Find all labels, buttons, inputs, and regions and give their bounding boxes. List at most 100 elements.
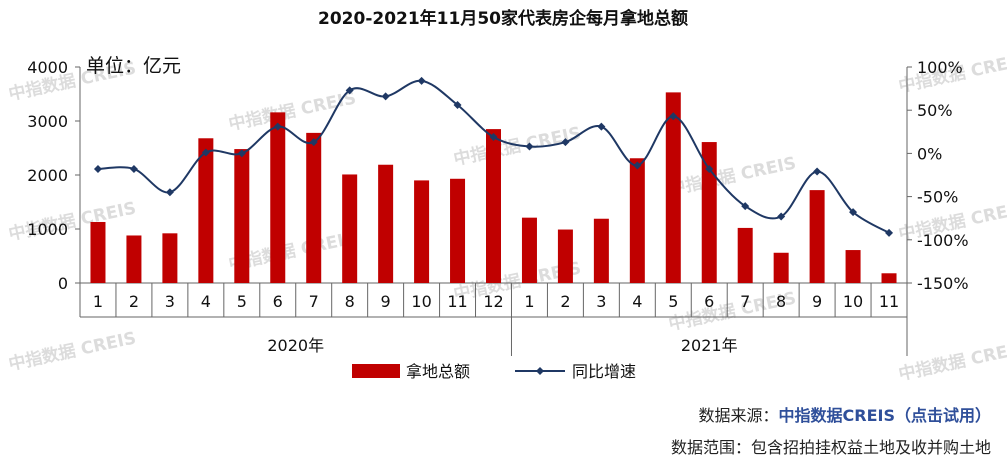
watermark-text: 中指数据 CREIS (897, 337, 1007, 385)
right-tick-label: -50% (917, 188, 958, 207)
category-label: 8 (776, 292, 786, 311)
watermark-text: 中指数据 CREIS (227, 87, 358, 135)
category-label: 1 (524, 292, 534, 311)
left-tick-label: 0 (58, 274, 68, 293)
line-point (813, 167, 822, 176)
line-point (165, 188, 174, 197)
chart-title: 2020-2021年11月50家代表房企每月拿地总额 (318, 8, 688, 29)
left-tick-label: 1000 (27, 220, 68, 239)
axes (75, 66, 912, 356)
line-point (597, 122, 606, 131)
category-label: 4 (632, 292, 642, 311)
category-label: 6 (704, 292, 714, 311)
bar (773, 252, 789, 283)
legend-bar-swatch (352, 364, 400, 378)
category-label: 3 (165, 292, 175, 311)
bar (845, 250, 861, 283)
tick-labels: 2020年 2021年 0 1000 2000 3000 4000 100% 50% 0% -50%… (27, 58, 968, 355)
category-label: 10 (411, 292, 431, 311)
right-tick-label: 50% (917, 101, 953, 120)
bar (198, 138, 214, 283)
data-source-label: 数据来源： (698, 406, 779, 425)
watermarks: 中指数据 CREIS 中指数据 CREIS 中指数据 CREIS 中指数据 CREIS… (7, 49, 1007, 385)
category-label: 10 (843, 292, 863, 311)
category-label: 9 (381, 292, 391, 311)
bar (90, 221, 106, 283)
bar (629, 158, 645, 283)
legend-bar-label: 拿地总额 (406, 362, 470, 381)
category-label: 1 (93, 292, 103, 311)
line-point (381, 92, 390, 101)
category-label: 8 (345, 292, 355, 311)
right-tick-label: 100% (917, 58, 963, 77)
category-label: 12 (483, 292, 503, 311)
bar (450, 178, 466, 283)
left-tick-label: 4000 (27, 58, 68, 77)
line-point (489, 132, 498, 141)
line-point (885, 228, 894, 237)
bar (521, 217, 537, 283)
bar (665, 92, 681, 283)
bar-series (90, 92, 897, 283)
left-tick-label: 2000 (27, 166, 68, 185)
year-label: 2020年 (267, 336, 324, 355)
year-label: 2021年 (681, 336, 738, 355)
line-point (741, 202, 750, 211)
line-point (201, 148, 210, 157)
line-point (93, 164, 102, 173)
unit-label: 单位：亿元 (86, 55, 181, 77)
watermark-text: 中指数据 CREIS (667, 152, 798, 200)
bar (162, 233, 178, 283)
category-label: 5 (237, 292, 247, 311)
category-label: 5 (668, 292, 678, 311)
line-point (705, 164, 714, 173)
bar (593, 218, 609, 283)
line-point (525, 142, 534, 151)
line-series (93, 76, 894, 237)
left-tick-label: 3000 (27, 112, 68, 131)
category-label: 3 (596, 292, 606, 311)
category-label: 4 (201, 292, 211, 311)
line-point (561, 138, 570, 147)
right-tick-label: -150% (917, 274, 969, 293)
data-scope-text: 数据范围：包含招拍挂权益土地及收并购土地 (670, 438, 991, 457)
category-label: 7 (309, 292, 319, 311)
legend: 拿地总额 同比增速 (352, 362, 636, 381)
category-label: 6 (273, 292, 283, 311)
category-label: 2 (560, 292, 570, 311)
line-point (669, 112, 678, 121)
category-label: 11 (879, 292, 899, 311)
line-point (777, 212, 786, 221)
category-label: 11 (447, 292, 467, 311)
data-source: 数据来源：中指数据CREIS（点击试用） (699, 402, 992, 426)
watermark-text: 中指数据 CREIS (452, 122, 583, 170)
bar (486, 129, 501, 283)
line-point (129, 164, 138, 173)
bar (414, 180, 430, 283)
bar (881, 273, 897, 283)
line-point (237, 149, 246, 158)
line-point (849, 208, 858, 217)
line-point (417, 76, 426, 85)
bar (378, 164, 394, 283)
watermark-text: 中指数据 CREIS (7, 327, 138, 375)
right-tick-label: -100% (917, 231, 969, 250)
category-label: 2 (129, 292, 139, 311)
legend-line-marker (536, 367, 544, 375)
bar (234, 149, 250, 283)
data-source-link[interactable]: 中指数据CREIS（点击试用） (778, 406, 991, 425)
line-point (309, 138, 318, 147)
bar (342, 174, 358, 283)
category-label: 9 (812, 292, 822, 311)
category-label: 7 (740, 292, 750, 311)
line-point (453, 101, 462, 110)
bar (557, 229, 573, 283)
line-point (273, 122, 282, 131)
bar (737, 227, 753, 283)
right-tick-label: 0% (917, 144, 942, 163)
bar (701, 142, 717, 283)
line-point (633, 161, 642, 170)
legend-line-label: 同比增速 (572, 362, 636, 381)
bar (809, 190, 825, 283)
